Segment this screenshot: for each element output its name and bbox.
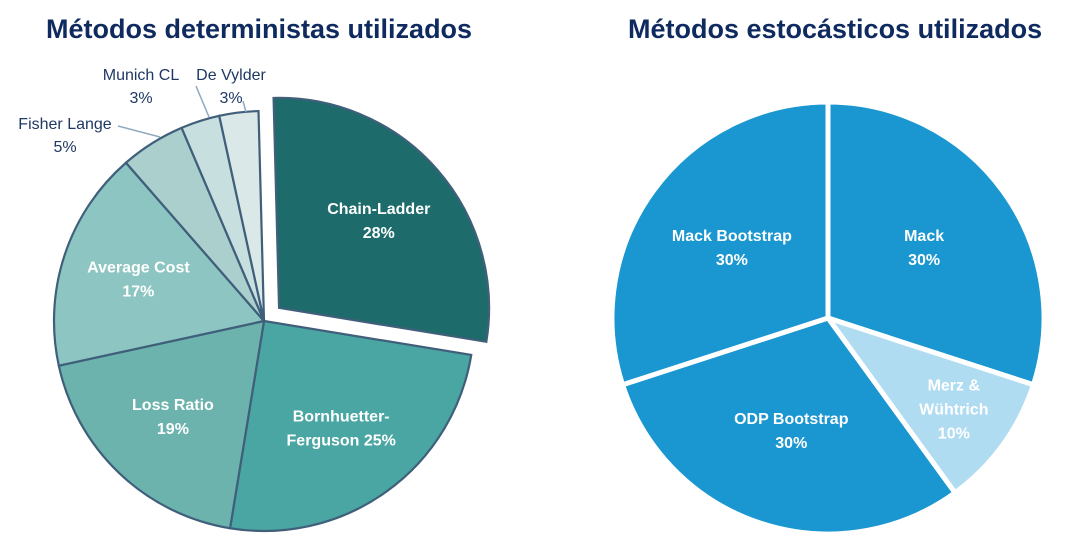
data-label-line: Wühtrich [919,401,988,418]
chart-title-deterministic: Métodos deterministas utilizados [46,14,473,44]
data-label-det-chain-ladder: Chain-Ladder 28% [327,201,430,242]
data-label-line: 19% [157,421,189,438]
data-label-line: 28% [363,225,395,242]
leader-line-det-de-vylder [242,100,247,113]
data-label-line: Mack [904,228,944,245]
pie-slice-sto-mack [825,99,1047,388]
data-label-det-bornhuetter-ferguson: Bornhuetter- Ferguson 25% [287,408,396,449]
data-label-line: Ferguson 25% [287,432,396,449]
pie-slice-det-chain-ladder [272,96,491,344]
data-label-line: Bornhuetter- [293,408,390,425]
data-label-line: 10% [938,425,970,442]
data-label-det-munich-cl: Munich CL 3% [103,67,180,107]
data-label-line: 30% [908,252,940,269]
data-label-line: Fisher Lange [18,116,111,133]
data-label-sto-mack-bootstrap: Mack Bootstrap 30% [672,228,792,269]
data-label-line: ODP Bootstrap [734,411,849,428]
data-label-sto-merz-w-htrich: Merz & Wühtrich 10% [919,377,988,442]
data-label-line: Loss Ratio [132,397,214,414]
data-label-det-de-vylder: De Vylder 3% [196,67,266,107]
data-label-line: 30% [775,435,807,452]
pie-slice-det-bornhuetter-ferguson [228,319,473,533]
pie-slice-det-de-vylder [217,109,266,322]
data-label-line: 3% [129,90,152,107]
data-label-line: Chain-Ladder [327,201,430,218]
data-label-line: De Vylder [196,67,266,84]
data-label-sto-odp-bootstrap: ODP Bootstrap 30% [734,411,849,452]
data-label-line: 30% [716,252,748,269]
data-label-line: 5% [53,139,76,156]
leader-line-det-fisher-lange [117,125,161,138]
data-label-line: Munich CL [103,67,180,84]
pie-slice-det-average-cost [52,161,267,368]
data-label-sto-mack: Mack 30% [904,228,944,269]
data-label-det-fisher-lange: Fisher Lange 5% [18,116,111,156]
data-label-line: Mack Bootstrap [672,228,792,245]
chart-title-stochastic: Métodos estocásticos utilizados [628,14,1043,44]
pie-slice-det-loss-ratio [57,319,266,530]
pie-slice-sto-odp-bootstrap [619,315,959,537]
pie-slice-sto-merz-w-htrich [821,313,1037,497]
leader-line-det-munich-cl [195,85,210,118]
pie-slice-sto-mack-bootstrap [609,99,831,388]
data-label-line: Average Cost [87,259,190,276]
data-label-line: Merz & [928,377,981,394]
data-label-det-loss-ratio: Loss Ratio 19% [132,397,214,438]
data-label-line: 3% [219,90,242,107]
data-label-line: 17% [122,283,154,300]
data-label-det-average-cost: Average Cost 17% [87,259,190,300]
